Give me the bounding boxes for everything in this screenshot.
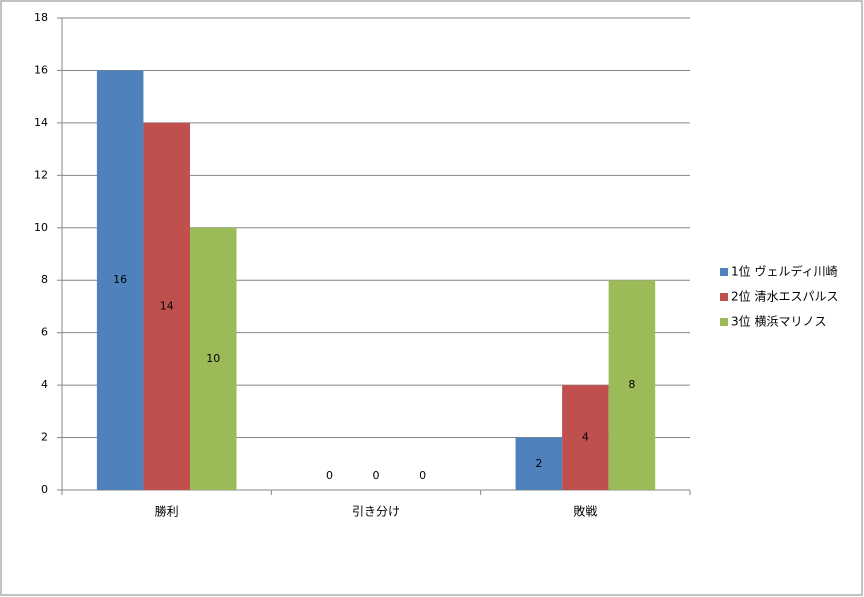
data-label: 0 bbox=[326, 469, 333, 482]
y-tick-label: 4 bbox=[41, 378, 48, 391]
y-tick-label: 2 bbox=[41, 431, 48, 444]
data-label: 0 bbox=[419, 469, 426, 482]
data-label: 2 bbox=[535, 457, 542, 470]
data-label: 16 bbox=[113, 273, 127, 286]
x-tick-label: 勝利 bbox=[155, 504, 179, 519]
bar bbox=[96, 70, 144, 490]
y-tick-label: 10 bbox=[34, 221, 48, 234]
y-tick-label: 16 bbox=[34, 63, 48, 76]
y-tick-label: 14 bbox=[34, 116, 48, 129]
bar bbox=[143, 122, 190, 490]
bar bbox=[562, 385, 609, 490]
legend-swatch bbox=[720, 268, 728, 276]
x-tick-label: 敗戦 bbox=[573, 504, 597, 519]
data-label: 14 bbox=[160, 299, 174, 312]
x-tick-label: 引き分け bbox=[352, 505, 400, 519]
y-tick-label: 8 bbox=[41, 273, 48, 286]
data-label: 8 bbox=[628, 378, 635, 391]
y-tick-label: 0 bbox=[41, 483, 48, 496]
legend-swatch bbox=[720, 293, 728, 301]
y-tick-label: 6 bbox=[41, 326, 48, 339]
data-label: 4 bbox=[582, 431, 589, 444]
y-tick-label: 18 bbox=[34, 11, 48, 24]
bar bbox=[608, 280, 656, 490]
legend-swatch bbox=[720, 318, 728, 326]
legend-label: 3位 横浜マリノス bbox=[731, 314, 826, 329]
bar bbox=[515, 437, 563, 490]
legend-label: 2位 清水エスパルス bbox=[731, 289, 838, 304]
y-tick-label: 12 bbox=[34, 168, 48, 181]
data-label: 10 bbox=[206, 352, 220, 365]
legend-label: 1位 ヴェルディ川崎 bbox=[731, 264, 838, 279]
data-label: 0 bbox=[373, 469, 380, 482]
bar bbox=[189, 227, 237, 490]
